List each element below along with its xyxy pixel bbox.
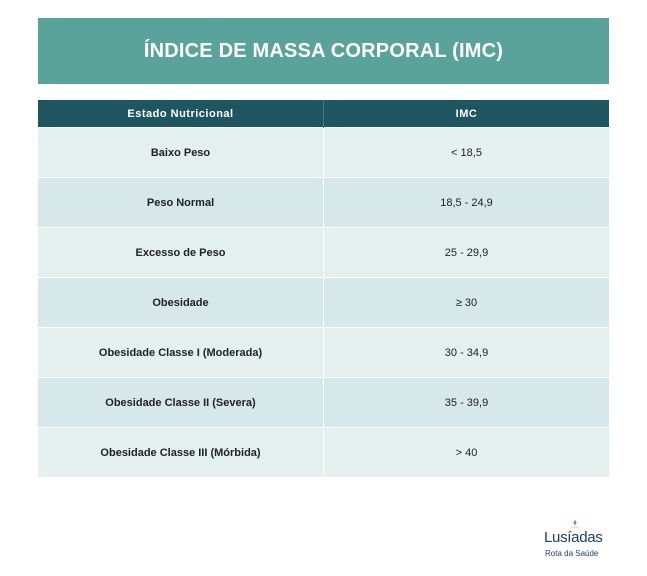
status-cell: Obesidade Classe I (Moderada) (38, 327, 324, 378)
column-header-imc: IMC (323, 100, 609, 128)
table-row: Peso Normal 18,5 - 24,9 (38, 177, 609, 228)
table-row: Excesso de Peso 25 - 29,9 (38, 227, 609, 278)
table-row: Obesidade Classe II (Severa) 35 - 39,9 (38, 377, 609, 428)
imc-cell: 35 - 39,9 (323, 377, 609, 428)
page-title: ÍNDICE DE MASSA CORPORAL (IMC) (143, 39, 504, 62)
brand-mark-icon (570, 520, 580, 528)
brand-tagline: Rota da Saúde (545, 549, 599, 558)
imc-cell: 25 - 29,9 (323, 227, 609, 278)
status-cell: Obesidade Classe III (Mórbida) (38, 427, 324, 477)
imc-table: Estado Nutricional IMC Baixo Peso < 18,5… (38, 100, 609, 477)
brand-name: Lusíadas (544, 529, 603, 546)
imc-cell: 30 - 34,9 (323, 327, 609, 378)
table-row: Obesidade Classe III (Mórbida) > 40 (38, 427, 609, 477)
status-cell: Excesso de Peso (38, 227, 324, 278)
status-cell: Obesidade Classe II (Severa) (38, 377, 324, 428)
table-row: Obesidade ≥ 30 (38, 277, 609, 328)
lusiadas-logo: Lusíadas Rota da Saúde (544, 519, 614, 561)
imc-cell: 18,5 - 24,9 (323, 177, 609, 228)
status-cell: Baixo Peso (38, 127, 324, 178)
imc-cell: > 40 (323, 427, 609, 477)
status-cell: Obesidade (38, 277, 324, 328)
title-banner: ÍNDICE DE MASSA CORPORAL (IMC) (38, 18, 609, 84)
table-header-row: Estado Nutricional IMC (38, 100, 609, 128)
column-header-status: Estado Nutricional (38, 100, 324, 128)
table-row: Baixo Peso < 18,5 (38, 127, 609, 178)
imc-cell: < 18,5 (323, 127, 609, 178)
imc-cell: ≥ 30 (323, 277, 609, 328)
status-cell: Peso Normal (38, 177, 324, 228)
table-row: Obesidade Classe I (Moderada) 30 - 34,9 (38, 327, 609, 378)
